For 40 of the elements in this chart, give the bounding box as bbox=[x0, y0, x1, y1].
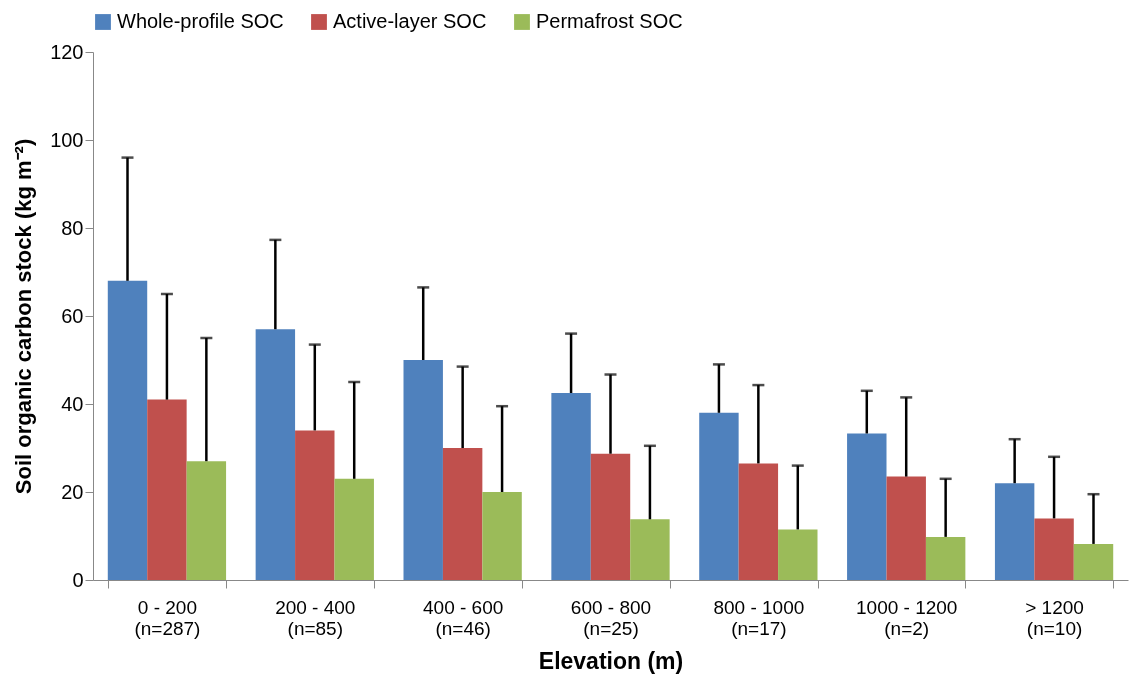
y-tick-label: 40 bbox=[61, 392, 84, 415]
bar bbox=[847, 433, 887, 580]
x-tick-label: 1000 - 1200 (n=2) bbox=[856, 596, 958, 639]
y-tick-label: 60 bbox=[61, 304, 84, 327]
bar bbox=[778, 529, 818, 580]
bar bbox=[551, 393, 591, 580]
bar bbox=[147, 399, 187, 580]
bar bbox=[738, 463, 779, 580]
x-tick-label: > 1200 (n=10) bbox=[1025, 596, 1084, 639]
y-tick-label: 80 bbox=[61, 216, 84, 239]
bar bbox=[699, 412, 739, 580]
bar bbox=[107, 280, 148, 580]
bar bbox=[630, 519, 670, 580]
bar bbox=[886, 476, 926, 580]
bar bbox=[1034, 518, 1074, 580]
x-tick-label: 400 - 600 (n=46) bbox=[422, 596, 504, 639]
x-axis-title: Elevation (m) bbox=[538, 647, 684, 674]
bar bbox=[482, 492, 522, 580]
bar bbox=[994, 483, 1035, 580]
legend-label: Active-layer SOC bbox=[333, 10, 487, 32]
bar bbox=[590, 453, 631, 580]
x-tick-label: 0 - 200 (n=287) bbox=[134, 596, 201, 639]
y-tick-label: 120 bbox=[50, 40, 84, 63]
y-axis-title: Soil organic carbon stock (kg m⁻²) bbox=[11, 138, 37, 495]
x-tick-label: 600 - 800 (n=25) bbox=[570, 596, 652, 639]
y-tick-label: 100 bbox=[50, 128, 84, 151]
bar bbox=[442, 448, 483, 580]
legend-label: Whole-profile SOC bbox=[117, 10, 284, 32]
x-tick-label: 200 - 400 (n=85) bbox=[275, 596, 356, 639]
bar bbox=[925, 536, 966, 580]
x-tick-label: 800 - 1000 (n=17) bbox=[713, 596, 805, 639]
bar bbox=[186, 461, 227, 580]
bar bbox=[295, 430, 335, 580]
y-tick-label: 20 bbox=[61, 480, 84, 503]
bar bbox=[334, 478, 374, 580]
bar bbox=[255, 329, 296, 580]
y-tick-label: 0 bbox=[72, 568, 84, 591]
bar bbox=[403, 360, 443, 580]
bar bbox=[1073, 543, 1114, 580]
legend-label: Permafrost SOC bbox=[536, 10, 683, 32]
